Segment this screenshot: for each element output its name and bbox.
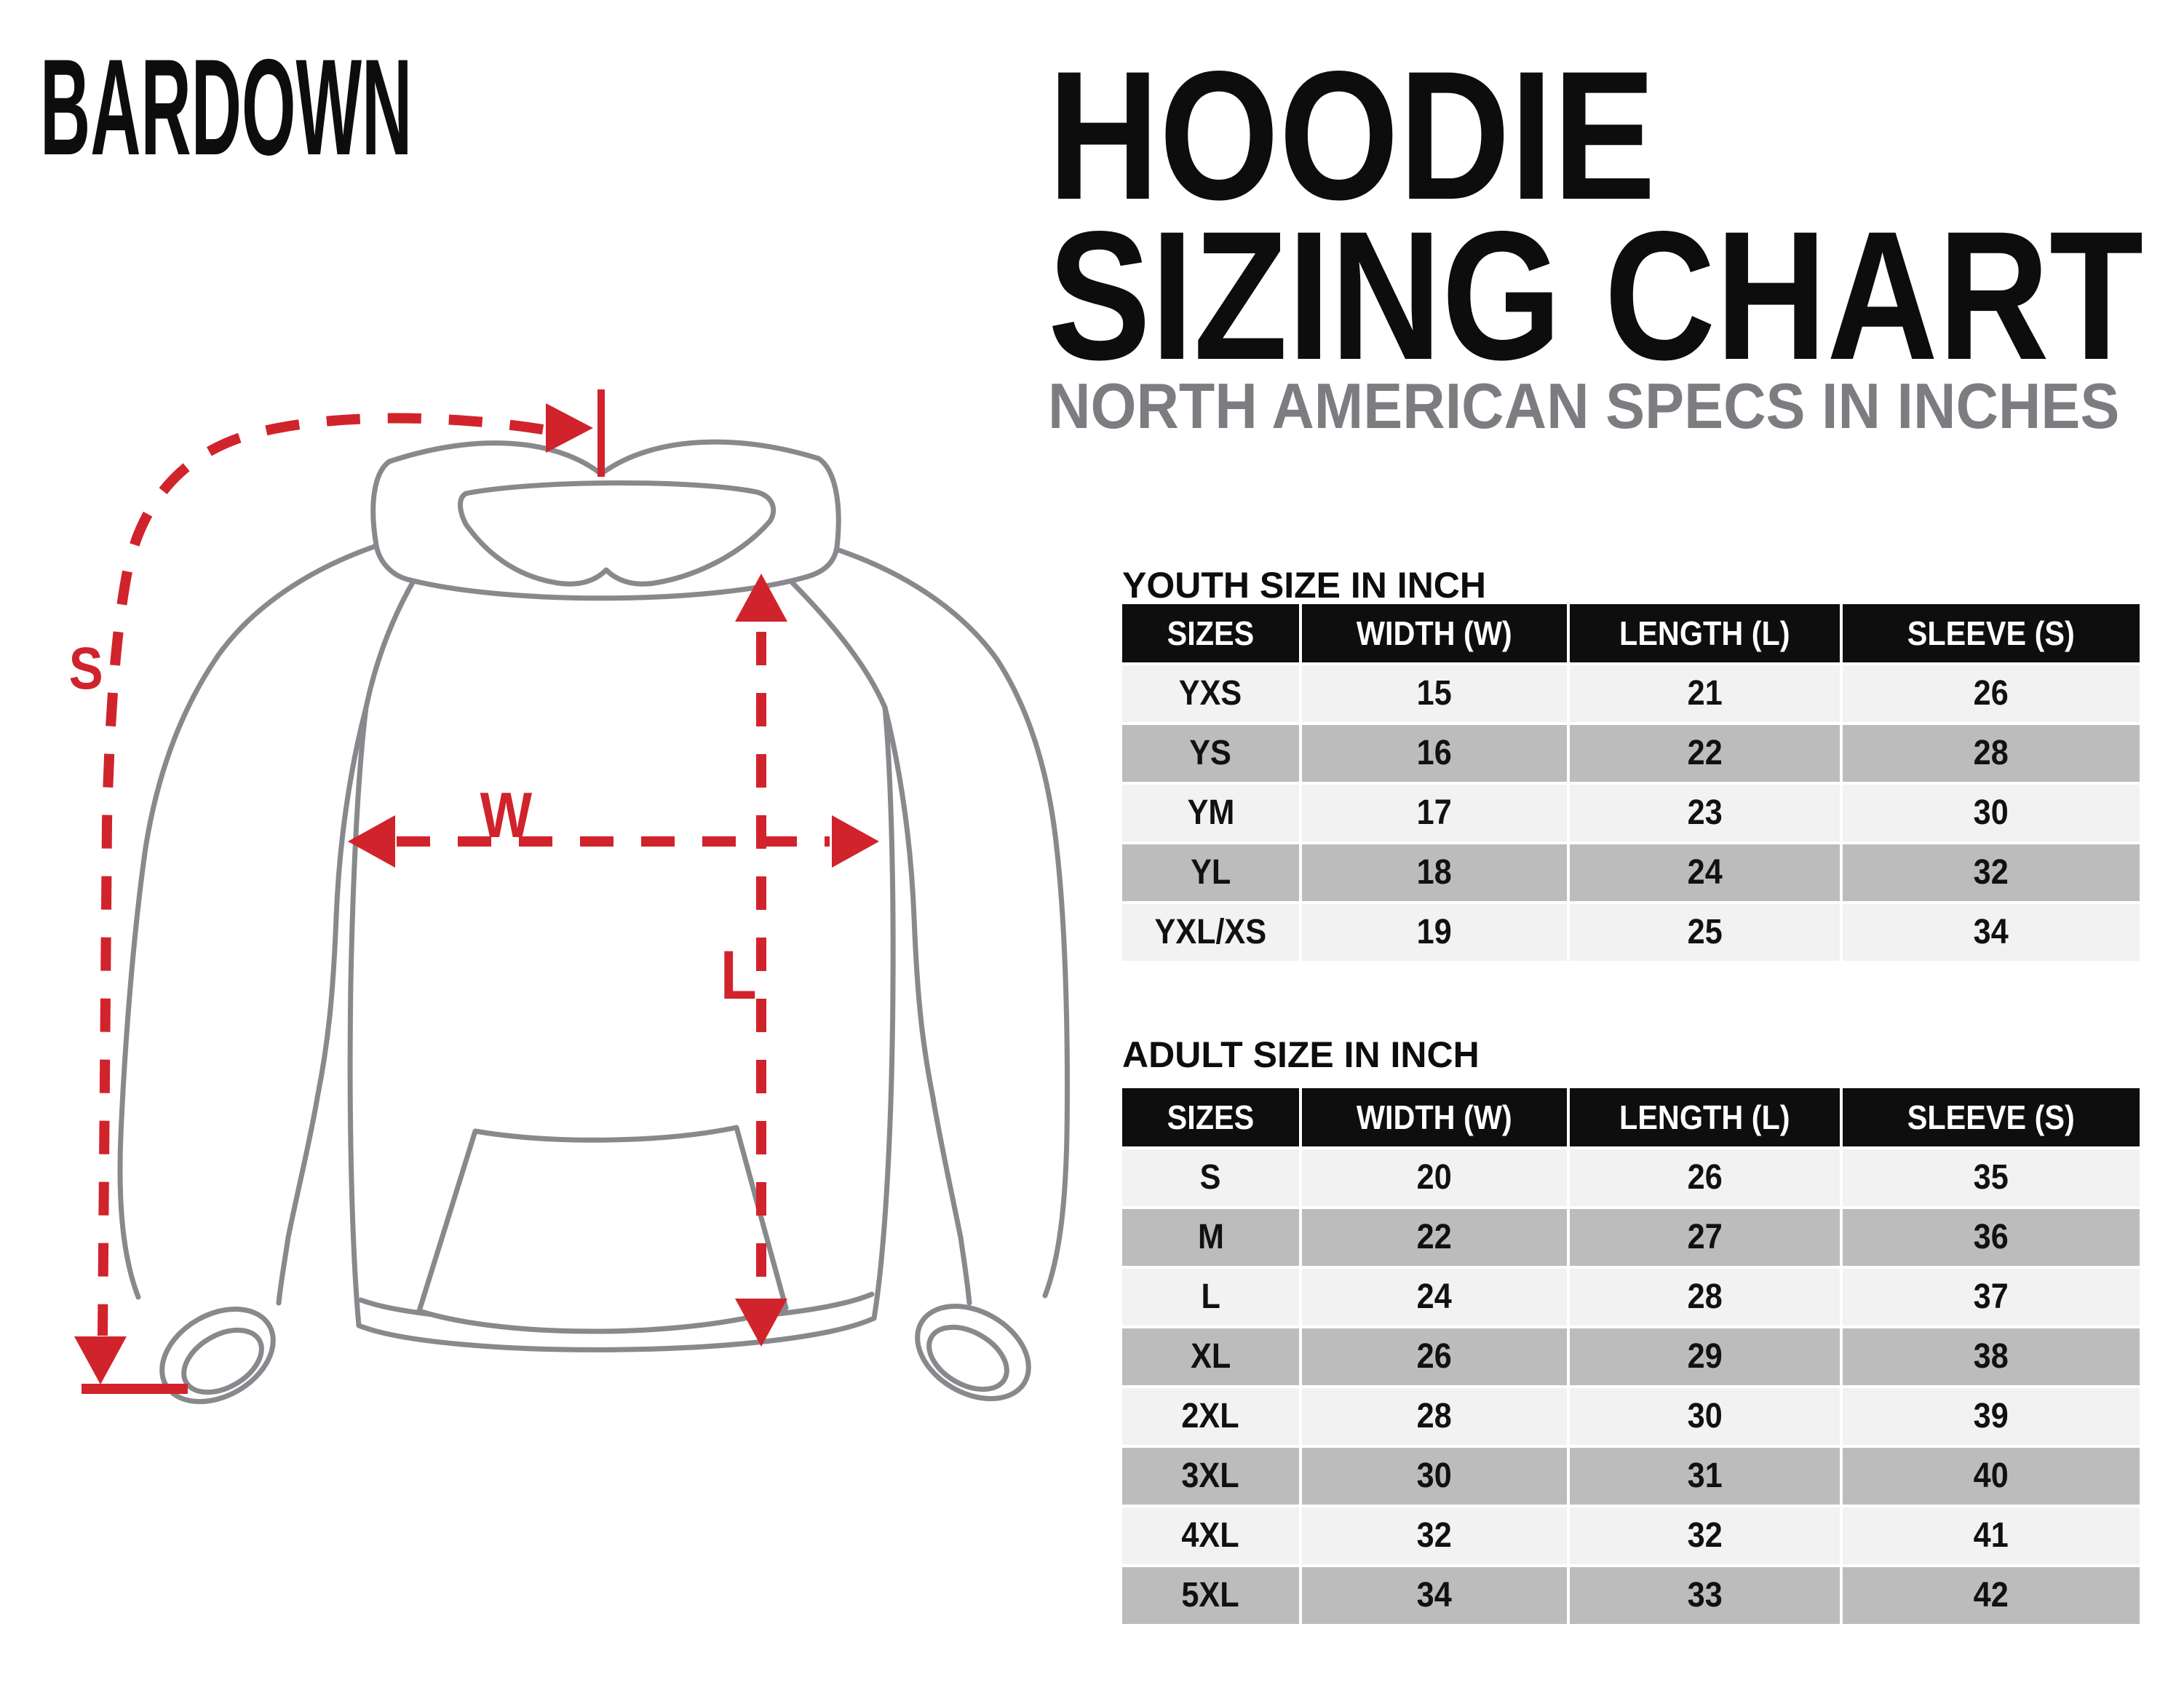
size-cell: YXS	[1122, 665, 1299, 722]
value-cell: 18	[1302, 844, 1567, 901]
cuff-right-inner	[926, 1324, 1009, 1392]
value-cell: 16	[1302, 725, 1567, 782]
size-cell: 5XL	[1122, 1567, 1299, 1624]
cuff-left-inner	[181, 1327, 264, 1395]
value-cell: 23	[1570, 785, 1840, 841]
value-cell: 19	[1302, 904, 1567, 961]
youth-section-title: YOUTH SIZE IN INCH	[1122, 565, 1487, 606]
length-label: L	[720, 936, 757, 1013]
hem-bottom-edge	[356, 1315, 877, 1352]
youth-size-table: SIZES WIDTH (W) LENGTH (L) SLEEVE (S) YXS 15 2…	[1122, 604, 2140, 961]
size-cell: YXL/XS	[1122, 904, 1299, 961]
value-cell: 35	[1843, 1149, 2140, 1206]
value-cell: 21	[1570, 665, 1840, 722]
value-cell: 26	[1843, 665, 2140, 722]
value-cell: 32	[1570, 1507, 1840, 1564]
sleeve-outer-left	[117, 543, 379, 1300]
size-cell: 4XL	[1122, 1507, 1299, 1564]
value-cell: 31	[1570, 1448, 1840, 1505]
sleeve-dashed-line	[98, 413, 544, 1336]
value-cell: 15	[1302, 665, 1567, 722]
value-cell: 30	[1302, 1448, 1567, 1505]
value-cell: 38	[1843, 1328, 2140, 1385]
value-cell: 26	[1302, 1328, 1567, 1385]
body-seam-left	[347, 705, 369, 1328]
page-title-line1: HOODIE	[1048, 33, 1656, 238]
value-cell: 27	[1570, 1209, 1840, 1266]
value-cell: 42	[1843, 1567, 2140, 1624]
value-cell: 29	[1570, 1328, 1840, 1385]
sleeve-arrowhead-right	[546, 403, 593, 453]
measurement-annotations: S W L	[69, 389, 879, 1394]
value-cell: 24	[1570, 844, 1840, 901]
value-cell: 22	[1570, 725, 1840, 782]
length-arrowhead-up	[735, 574, 787, 622]
sleeve-inner-right	[882, 705, 972, 1306]
value-cell: 20	[1302, 1149, 1567, 1206]
size-cell: YL	[1122, 844, 1299, 901]
value-cell: 25	[1570, 904, 1840, 961]
size-cell: 3XL	[1122, 1448, 1299, 1505]
adult-size-table: SIZES WIDTH (W) LENGTH (L) SLEEVE (S) S 20 26 3…	[1122, 1088, 2140, 1624]
value-cell: 22	[1302, 1209, 1567, 1266]
width-label: W	[480, 780, 533, 852]
page-title-line2: SIZING CHART	[1048, 194, 2144, 398]
value-cell: 30	[1843, 785, 2140, 841]
sleeve-outer-right	[836, 547, 1070, 1299]
length-arrowhead-down	[735, 1299, 787, 1347]
size-cell: S	[1122, 1149, 1299, 1206]
value-cell: 30	[1570, 1388, 1840, 1445]
hood-opening	[458, 480, 776, 587]
header-cell: WIDTH (W)	[1302, 604, 1567, 662]
adult-section-title: ADULT SIZE IN INCH	[1122, 1034, 1480, 1075]
value-cell: 40	[1843, 1448, 2140, 1505]
value-cell: 28	[1843, 725, 2140, 782]
size-cell: L	[1122, 1269, 1299, 1326]
value-cell: 36	[1843, 1209, 2140, 1266]
value-cell: 28	[1570, 1269, 1840, 1326]
header-cell: WIDTH (W)	[1302, 1088, 1567, 1146]
body-seam-right	[871, 705, 896, 1321]
value-cell: 28	[1302, 1388, 1567, 1445]
sleeve-arrowhead-down	[74, 1336, 127, 1384]
size-cell: YS	[1122, 725, 1299, 782]
cuff-left	[159, 1306, 276, 1405]
value-cell: 41	[1843, 1507, 2140, 1564]
value-cell: 26	[1570, 1149, 1840, 1206]
header-cell: SIZES	[1122, 604, 1299, 662]
header-cell: LENGTH (L)	[1570, 1088, 1840, 1146]
header-cell: SLEEVE (S)	[1843, 604, 2140, 662]
hoodie-sketch	[117, 439, 1070, 1405]
kangaroo-pocket	[416, 1125, 789, 1334]
cuff-right	[915, 1303, 1031, 1402]
header-cell: LENGTH (L)	[1570, 604, 1840, 662]
sleeve-inner-left	[276, 705, 369, 1306]
sleeve-label: S	[69, 635, 103, 702]
size-cell: XL	[1122, 1328, 1299, 1385]
brand-logo: BARDOWN	[40, 31, 413, 183]
value-cell: 33	[1570, 1567, 1840, 1624]
value-cell: 32	[1843, 844, 2140, 901]
width-arrowhead-right	[832, 815, 879, 868]
size-cell: YM	[1122, 785, 1299, 841]
header-cell: SLEEVE (S)	[1843, 1088, 2140, 1146]
page-subtitle: NORTH AMERICAN SPECS IN INCHES	[1048, 370, 2120, 442]
width-arrowhead-left	[348, 815, 395, 868]
size-cell: M	[1122, 1209, 1299, 1266]
size-cell: 2XL	[1122, 1388, 1299, 1445]
value-cell: 24	[1302, 1269, 1567, 1326]
value-cell: 37	[1843, 1269, 2140, 1326]
value-cell: 32	[1302, 1507, 1567, 1564]
value-cell: 34	[1843, 904, 2140, 961]
header-cell: SIZES	[1122, 1088, 1299, 1146]
value-cell: 17	[1302, 785, 1567, 841]
value-cell: 39	[1843, 1388, 2140, 1445]
value-cell: 34	[1302, 1567, 1567, 1624]
